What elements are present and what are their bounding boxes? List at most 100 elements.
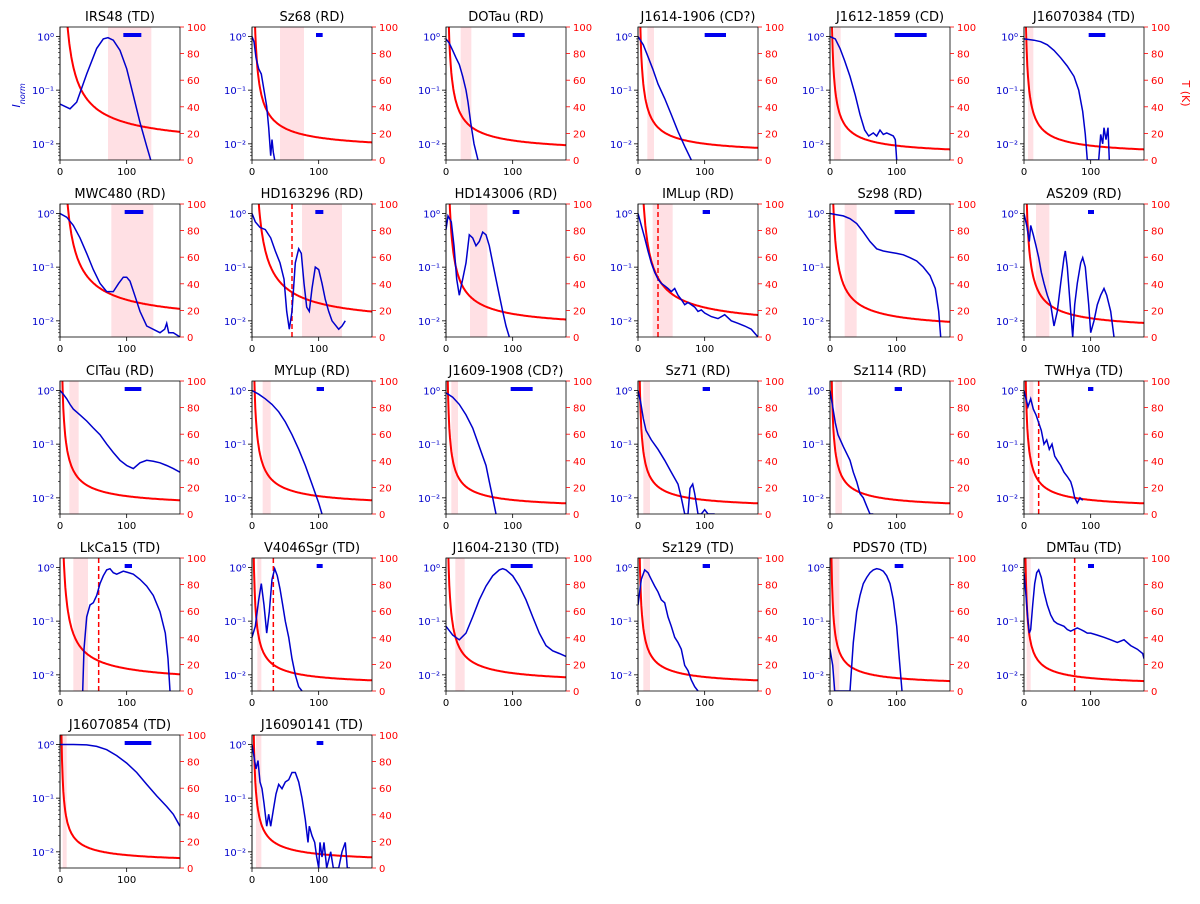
axes-frame — [829, 557, 951, 692]
temperature-curve — [638, 558, 758, 682]
y-right-tick-label: 40 — [379, 280, 392, 291]
y-right-tick-label: 60 — [1151, 430, 1164, 441]
y-right-tick-label: 20 — [765, 306, 778, 317]
y-left-tick-label: 10⁻¹ — [802, 440, 824, 451]
subplot-title: Sz71 (RD) — [666, 364, 731, 379]
y-right-tick-label: 60 — [379, 76, 392, 87]
y-right-tick-label: 40 — [573, 280, 586, 291]
y-right-tick-label: 100 — [765, 23, 784, 34]
y-right-tick-label: 0 — [765, 687, 771, 698]
temperature-curve — [832, 204, 950, 323]
y-left-tick-label: 10⁻² — [32, 671, 54, 682]
x-tick-label: 100 — [1081, 167, 1100, 178]
y-left-tick-label: 10⁰ — [615, 209, 632, 220]
y-left-tick-label: 10⁻¹ — [996, 440, 1018, 451]
y-right-tick-label: 80 — [187, 404, 200, 415]
beam-bar — [894, 387, 902, 391]
axes-frame — [637, 26, 759, 161]
y-right-tick-label: 40 — [573, 457, 586, 468]
shaded-band — [280, 27, 304, 160]
axes-frame — [829, 26, 951, 161]
y-right-tick-label: 100 — [957, 200, 976, 211]
y-right-tick-label: 20 — [379, 306, 392, 317]
x-tick-label: 100 — [695, 167, 714, 178]
subplot: Sz98 (RD) 0 100 10⁰ 10⁻¹ 10⁻² 0 20 40 60 80 100 — [802, 187, 976, 355]
x-tick-label: 100 — [309, 344, 328, 355]
subplot: MYLup (RD) 0 100 10⁰ 10⁻¹ 10⁻² 0 20 40 60 80 100 — [224, 364, 398, 532]
subplot: TWHya (TD) 0 100 10⁰ 10⁻¹ 10⁻² 0 20 40 60 80 100 — [996, 364, 1170, 532]
y-right-tick-label: 0 — [379, 156, 385, 167]
y-left-tick-label: 10⁰ — [37, 209, 54, 220]
x-tick-label: 100 — [1081, 344, 1100, 355]
y-right-tick-label: 100 — [187, 200, 206, 211]
subplot: DOTau (RD) 0 100 10⁰ 10⁻¹ 10⁻² 0 20 40 60 80 100 — [418, 10, 592, 178]
intensity-curve — [252, 566, 303, 691]
shaded-band — [1028, 27, 1034, 160]
y-left-tick-label: 10⁰ — [615, 32, 632, 43]
y-left-tick-label: 10⁻² — [418, 140, 440, 151]
y-right-tick-label: 40 — [957, 634, 970, 645]
y-right-tick-label: 80 — [765, 581, 778, 592]
x-tick-label: 100 — [503, 698, 522, 709]
y-left-tick-label: 10⁻¹ — [32, 440, 54, 451]
y-left-tick-label: 10⁰ — [807, 32, 824, 43]
y-left-tick-label: 10⁻² — [802, 140, 824, 151]
beam-bar — [510, 564, 533, 568]
intensity-curve — [638, 390, 715, 514]
intensity-curve — [830, 212, 942, 337]
y-left-tick-label: 10⁰ — [229, 386, 246, 397]
y-right-tick-label: 0 — [573, 156, 579, 167]
x-tick-label: 0 — [57, 698, 63, 709]
y-left-tick-label: 10⁻² — [802, 671, 824, 682]
temperature-curve — [61, 381, 180, 502]
subplot: J16070854 (TD) 0 100 10⁰ 10⁻¹ 10⁻² 0 20 40 60 80 10… — [32, 718, 206, 886]
x-tick-label: 0 — [827, 344, 833, 355]
temperature-curve — [257, 204, 372, 313]
y-right-tick-label: 40 — [379, 103, 392, 114]
intensity-curve — [252, 213, 346, 331]
y-right-tick-label: 100 — [187, 554, 206, 565]
y-right-tick-label: 20 — [1151, 660, 1164, 671]
beam-bar — [1088, 33, 1106, 37]
intensity-curve — [446, 213, 511, 337]
x-tick-label: 100 — [503, 167, 522, 178]
subplot: HD163296 (RD) 0 100 10⁰ 10⁻¹ 10⁻² 0 20 40 60 80 100 — [224, 187, 398, 355]
intensity-curve — [638, 36, 692, 160]
x-tick-label: 100 — [117, 167, 136, 178]
beam-bar — [124, 741, 152, 745]
y-right-tick-label: 20 — [957, 306, 970, 317]
y-left-tick-label: 10⁻² — [418, 494, 440, 505]
shaded-band — [643, 381, 650, 514]
y-left-tick-label: 10⁰ — [37, 386, 54, 397]
temperature-curve — [831, 27, 950, 151]
axes-frame — [445, 380, 567, 515]
subplot: J16070384 (TD) 0 100 10⁰ 10⁻¹ 10⁻² 0 20 40 60 80 10… — [996, 10, 1170, 178]
x-tick-label: 100 — [695, 344, 714, 355]
beam-bar — [124, 387, 142, 391]
y-right-tick-label: 100 — [573, 23, 592, 34]
y-left-tick-label: 10⁻² — [996, 494, 1018, 505]
x-tick-label: 0 — [443, 344, 449, 355]
subplot: Sz129 (TD) 0 100 10⁰ 10⁻¹ 10⁻² 0 20 40 60 80 100 — [610, 541, 784, 709]
y-left-tick-label: 10⁰ — [423, 209, 440, 220]
y-right-tick-label: 40 — [379, 634, 392, 645]
y-right-tick-label: 80 — [187, 50, 200, 61]
y-left-tick-label: 10⁻² — [32, 494, 54, 505]
y-right-tick-label: 0 — [379, 510, 385, 521]
y-right-tick-label: 0 — [765, 333, 771, 344]
subplot-title: TWHya (TD) — [1044, 364, 1123, 379]
y-right-tick-label: 0 — [957, 333, 963, 344]
y-left-tick-label: 10⁻¹ — [32, 794, 54, 805]
y-right-tick-label: 0 — [379, 864, 385, 875]
shaded-band — [302, 204, 342, 337]
y-right-tick-label: 0 — [765, 156, 771, 167]
beam-bar — [894, 564, 904, 568]
y-right-tick-label: 0 — [187, 510, 193, 521]
y-right-tick-label: 40 — [187, 811, 200, 822]
y-right-tick-label: 20 — [379, 837, 392, 848]
subplot-title: CITau (RD) — [86, 364, 154, 379]
y-right-tick-label: 80 — [957, 50, 970, 61]
subplot: J1604-2130 (TD) 0 100 10⁰ 10⁻¹ 10⁻² 0 20 40 60 80 1… — [418, 541, 592, 709]
subplot: AS209 (RD) 0 100 10⁰ 10⁻¹ 10⁻² 0 20 40 60 80 100 — [996, 187, 1170, 355]
x-tick-label: 100 — [309, 875, 328, 886]
